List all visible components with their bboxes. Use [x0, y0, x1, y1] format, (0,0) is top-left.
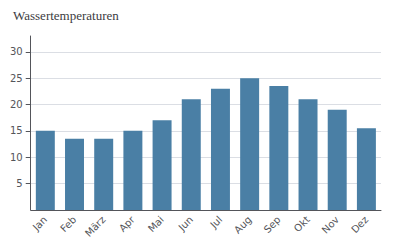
svg-text:Dez: Dez — [349, 214, 370, 235]
svg-text:Sep: Sep — [262, 214, 283, 235]
svg-text:Nov: Nov — [320, 214, 342, 236]
svg-text:Wassertemperaturen: Wassertemperaturen — [13, 8, 119, 23]
svg-text:Apr: Apr — [117, 213, 138, 234]
svg-text:25: 25 — [10, 73, 23, 84]
svg-text:Aug: Aug — [232, 214, 254, 236]
svg-text:Jul: Jul — [207, 214, 224, 231]
svg-text:März: März — [83, 214, 108, 239]
svg-text:Okt: Okt — [292, 214, 312, 234]
svg-text:5: 5 — [16, 178, 22, 189]
svg-text:Mai: Mai — [146, 214, 166, 234]
svg-text:30: 30 — [10, 46, 23, 57]
svg-text:Jan: Jan — [30, 214, 49, 233]
svg-text:20: 20 — [10, 99, 23, 110]
svg-text:10: 10 — [10, 152, 23, 163]
svg-text:Feb: Feb — [58, 214, 78, 234]
svg-text:Jun: Jun — [176, 214, 196, 234]
svg-text:15: 15 — [10, 125, 23, 136]
